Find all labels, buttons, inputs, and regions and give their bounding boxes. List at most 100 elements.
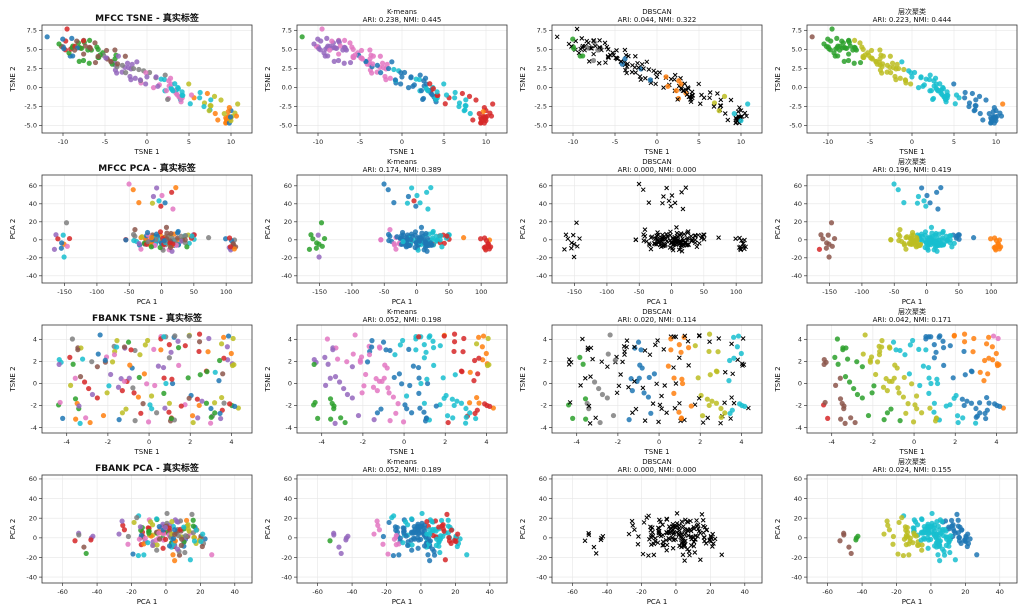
x-axis-label: PCA 1 — [902, 298, 923, 306]
scatter-point — [458, 400, 465, 406]
scatter-point-noise — [673, 381, 679, 386]
scatter-point — [822, 399, 828, 406]
scatter-point — [983, 341, 990, 347]
scatter-point — [910, 540, 916, 546]
scatter-point — [391, 240, 397, 247]
scatter-point-noise — [659, 393, 664, 399]
scatter-point-noise — [570, 232, 576, 238]
scatter-point-noise — [641, 238, 647, 243]
scatter-point — [393, 246, 399, 252]
scatter-point — [626, 417, 632, 423]
scatter-point — [170, 552, 176, 558]
scatter-point-noise — [582, 375, 588, 381]
scatter-point — [385, 231, 392, 238]
scatter-point — [76, 58, 82, 64]
scatter-point — [127, 73, 133, 80]
scatter-point-noise — [641, 520, 647, 525]
scatter-point — [168, 415, 174, 422]
scatter-point — [901, 536, 908, 542]
scatter-point — [848, 550, 854, 557]
y-tick-label: 60 — [794, 182, 802, 190]
scatter-point — [895, 187, 901, 193]
y-tick-label: 0 — [798, 534, 802, 542]
scatter-point — [141, 552, 147, 558]
scatter-point-noise — [590, 356, 595, 362]
scatter-point — [954, 511, 960, 517]
scatter-point-noise — [632, 344, 637, 350]
scatter-point — [461, 235, 467, 241]
y-tick-label: -4 — [796, 424, 802, 432]
x-tick-label: 5 — [697, 138, 701, 146]
y-tick-label: 5.0 — [792, 46, 802, 54]
scatter-point — [411, 524, 417, 530]
y-tick-label: 2.5 — [282, 65, 292, 73]
scatter-point — [466, 93, 473, 99]
scatter-point-noise — [605, 364, 610, 370]
scatter-point — [425, 552, 431, 558]
scatter-point — [476, 355, 482, 361]
scatter-point — [961, 348, 967, 355]
scatter-point-noise — [655, 239, 661, 244]
scatter-point-noise — [574, 243, 580, 249]
y-axis-label: PCA 2 — [264, 219, 272, 240]
scatter-point-noise — [625, 61, 630, 67]
y-tick-label: 2.5 — [792, 65, 802, 73]
scatter-point — [413, 347, 419, 353]
scatter-point — [829, 26, 835, 32]
scatter-point-noise — [622, 352, 627, 358]
y-tick-label: -2.5 — [24, 103, 37, 111]
scatter-point — [467, 110, 473, 117]
scatter-point-noise — [685, 338, 691, 344]
scatter-point-noise — [728, 416, 734, 421]
chart-title: MFCC TSNE - 真实标签 — [95, 12, 200, 24]
scatter-point-noise — [650, 401, 656, 406]
chart-title: DBSCAN — [642, 8, 671, 16]
y-tick-label: 20 — [539, 218, 547, 226]
scatter-point — [986, 355, 992, 361]
scatter-point — [834, 35, 840, 41]
y-tick-label: 2 — [543, 358, 547, 366]
x-tick-label: 0 — [669, 288, 673, 296]
scatter-point — [156, 524, 162, 530]
y-tick-label: -20 — [536, 254, 547, 262]
scatter-point — [150, 85, 157, 91]
scatter-point — [484, 362, 491, 369]
scatter-point — [144, 337, 151, 344]
scatter-point — [410, 83, 416, 89]
scatter-point — [72, 375, 78, 381]
scatter-point-noise — [648, 246, 654, 252]
scatter-point-noise — [686, 363, 692, 368]
scatter-point — [104, 390, 110, 396]
scatter-point-noise — [661, 85, 666, 90]
scatter-point — [402, 402, 408, 408]
scatter-point — [444, 511, 450, 517]
y-axis-label: TSNE 2 — [519, 66, 527, 92]
scatter-point — [119, 388, 125, 394]
scatter-point — [726, 378, 732, 384]
scatter-point — [876, 352, 883, 358]
y-tick-label: 0 — [543, 236, 547, 244]
scatter-point — [841, 403, 847, 409]
scatter-point — [123, 237, 129, 243]
scatter-point — [671, 390, 677, 396]
scatter-point — [175, 230, 181, 236]
scatter-point — [61, 254, 67, 260]
scatter-point-noise — [744, 113, 749, 119]
scatter-point-noise — [662, 383, 668, 388]
x-tick-label: 50 — [700, 288, 708, 296]
scatter-point — [352, 332, 358, 338]
scatter-point — [162, 405, 168, 411]
axes-frame — [296, 174, 508, 284]
scatter-point — [991, 235, 998, 241]
axes-frame — [41, 474, 253, 584]
scatter-point — [337, 43, 343, 49]
scatter-point — [921, 524, 927, 530]
scatter-point — [60, 232, 66, 238]
scatter-point — [570, 415, 576, 421]
scatter-point — [405, 542, 411, 548]
scatter-point — [440, 375, 446, 381]
scatter-point — [857, 40, 863, 46]
scatter-point — [172, 333, 178, 339]
x-tick-label: -2 — [360, 438, 366, 446]
scatter-point-noise — [738, 244, 743, 250]
